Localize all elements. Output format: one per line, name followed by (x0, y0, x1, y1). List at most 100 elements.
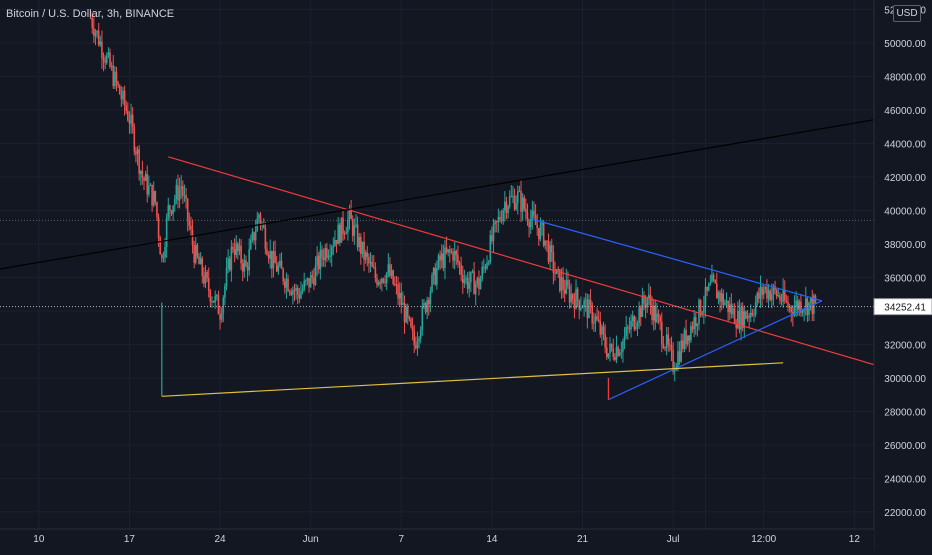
price-tick-label: 32000.00 (884, 340, 926, 351)
candle-body (196, 244, 199, 257)
candle-body (322, 257, 325, 260)
trend-line-red-descending (168, 156, 920, 379)
candle-body (436, 267, 438, 285)
price-tick-label: 24000.00 (884, 474, 926, 485)
candle-body (466, 277, 469, 289)
candle-body (411, 326, 414, 332)
candle-body (351, 219, 354, 236)
candle-body (413, 331, 416, 346)
candle-body (421, 305, 424, 330)
candle-body (452, 251, 454, 261)
candle-body (649, 294, 652, 306)
candle-body (484, 266, 487, 269)
candle-body (495, 221, 498, 223)
candle-body (151, 184, 153, 206)
candle-body (240, 245, 242, 264)
candle-body (735, 324, 738, 329)
candle-body (470, 271, 472, 283)
candle-body (216, 295, 218, 297)
candle-body (479, 278, 482, 290)
price-tick-label: 46000.00 (884, 106, 926, 117)
candle-body (368, 256, 370, 264)
candle-body (198, 256, 200, 265)
candle-body (635, 327, 637, 330)
price-tick-label: 40000.00 (884, 206, 926, 217)
candle-body (363, 241, 365, 260)
candle-body (513, 195, 516, 210)
candle-body (544, 240, 547, 246)
candle-body (186, 198, 189, 221)
candle-body (552, 252, 555, 273)
candle-body (623, 335, 626, 341)
candle-body (728, 304, 731, 313)
candle-body (491, 235, 493, 242)
candle-body (109, 52, 111, 67)
candle-body (536, 224, 538, 229)
candle-body (305, 280, 307, 282)
time-tick-label: 10 (33, 534, 45, 545)
candle-body (618, 352, 621, 356)
candle-body (253, 232, 255, 241)
candle-body (581, 307, 584, 309)
candle-body (614, 357, 616, 360)
currency-badge[interactable]: USD (893, 5, 921, 22)
time-tick-label: 21 (577, 534, 589, 545)
time-tick-label: Jun (303, 534, 319, 545)
candle-body (792, 311, 794, 316)
candle-body (630, 320, 632, 330)
candle-body (538, 228, 540, 240)
candle-body (796, 300, 799, 310)
candle-body (389, 264, 391, 277)
time-tick-label: Jul (667, 534, 680, 545)
candle-body (584, 299, 587, 301)
candle-body (525, 208, 527, 213)
candle-body (669, 344, 671, 346)
candle-body (563, 289, 566, 294)
candle-body (756, 292, 759, 303)
last-price-label: 34252.41 (884, 303, 926, 314)
candle-body (646, 297, 649, 308)
candle-body (605, 347, 608, 358)
candle-body (287, 278, 289, 292)
candle-body (164, 247, 166, 258)
candle-body (578, 300, 581, 310)
candle-body (156, 202, 158, 217)
time-tick-label: 7 (398, 534, 404, 545)
candle-body (190, 225, 192, 230)
candle-body (271, 250, 273, 269)
candle-body (272, 251, 275, 269)
candle-body (262, 223, 265, 228)
candle-body (795, 300, 797, 307)
candle-body (382, 278, 385, 282)
candle-body (502, 210, 505, 221)
candle-body (139, 170, 142, 174)
candle-body (201, 258, 204, 276)
candle-body (194, 244, 197, 263)
candle-body (607, 353, 610, 358)
candle-body (722, 293, 725, 305)
candle-body (505, 201, 508, 213)
candle-body (347, 219, 349, 233)
candle-body (465, 277, 467, 280)
candle-body (450, 251, 453, 253)
candle-body (743, 311, 746, 328)
candle-body (557, 269, 560, 271)
candle-body (746, 315, 749, 319)
candle-body (539, 224, 542, 240)
candle-body (432, 267, 435, 275)
candle-body (531, 210, 534, 220)
price-tick-label: 44000.00 (884, 139, 926, 150)
candle-body (753, 314, 755, 316)
candle-body (283, 281, 286, 288)
candle-body (682, 340, 684, 349)
candle-body (494, 221, 496, 225)
candle-body (104, 60, 106, 63)
candle-body (360, 236, 362, 254)
time-tick-label: 12 (849, 534, 861, 545)
candle-body (733, 308, 736, 325)
candle-body (170, 210, 173, 214)
price-tick-label: 38000.00 (884, 240, 926, 251)
price-tick-label: 28000.00 (884, 407, 926, 418)
